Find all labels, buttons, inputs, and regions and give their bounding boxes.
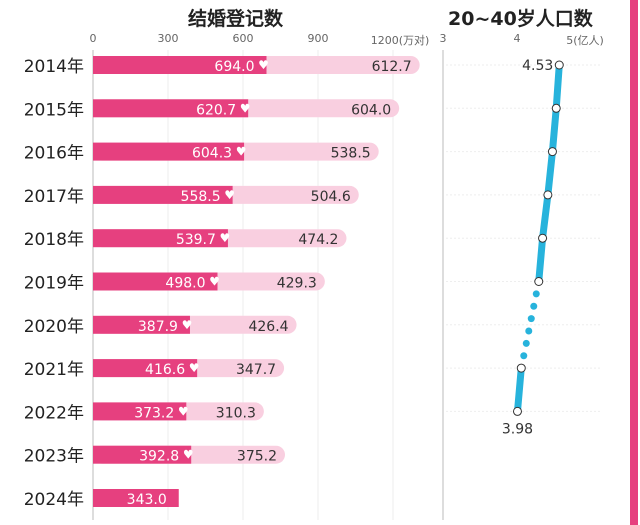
heart-icon: ♥	[220, 231, 231, 245]
data-point	[547, 147, 557, 157]
category-label: 2023年	[24, 447, 84, 467]
data-label: 474.2	[298, 232, 338, 248]
data-label: 416.6	[145, 362, 185, 378]
heart-icon: ♥	[224, 188, 235, 202]
heart-icon: ♥	[178, 404, 189, 418]
dotted-segment	[520, 352, 528, 360]
data-label: 694.0	[214, 59, 254, 75]
dotted-segment	[525, 327, 533, 335]
x-tick: 3	[439, 32, 447, 45]
line-segment	[535, 234, 547, 285]
bar-segment-first	[93, 315, 190, 334]
x-tick: 900	[307, 32, 329, 45]
data-label: 539.7	[176, 232, 216, 248]
line-segment	[513, 364, 525, 415]
x-tick: 1200(万对)	[370, 34, 430, 47]
data-label: 604.0	[351, 102, 391, 118]
data-point	[512, 406, 522, 416]
bar-chart-title: 结婚登记数	[188, 8, 284, 30]
data-label: 504.6	[311, 189, 351, 205]
category-label: 2015年	[24, 100, 84, 120]
dotted-segment	[530, 302, 538, 310]
data-label: 373.2	[134, 405, 174, 421]
data-label: 604.3	[192, 146, 232, 162]
data-point	[554, 60, 564, 70]
bar-segment-first	[93, 402, 187, 421]
bar-segment-first	[93, 359, 198, 378]
data-label: 498.0	[165, 276, 205, 292]
data-label: 538.5	[331, 146, 371, 162]
category-label: 2022年	[24, 403, 84, 423]
bar-segment-first	[93, 99, 249, 118]
x-tick: 5(亿人)	[566, 34, 604, 47]
data-point	[534, 277, 544, 286]
category-label: 2020年	[24, 317, 84, 337]
category-label: 2024年	[24, 490, 84, 510]
category-label: 2018年	[24, 230, 84, 250]
data-label: 387.9	[138, 319, 178, 335]
heart-icon: ♥	[183, 448, 194, 462]
x-tick: 300	[157, 32, 179, 45]
bar-segment-first	[93, 229, 228, 248]
heart-icon: ♥	[209, 275, 220, 289]
line-chart-title: 20~40岁人口数	[448, 8, 593, 30]
data-point	[543, 190, 553, 200]
data-label: 620.7	[196, 102, 236, 118]
category-label: 2021年	[24, 360, 84, 380]
bar-segment-first	[93, 142, 245, 161]
x-tick: 4	[513, 32, 521, 45]
data-label: 558.5	[181, 189, 221, 205]
data-point	[551, 103, 561, 113]
category-label: 2016年	[24, 144, 84, 164]
dotted-segment	[527, 315, 535, 323]
heart-icon: ♥	[236, 145, 247, 159]
bar-segment-first	[93, 185, 233, 204]
bar-segment-first	[93, 489, 179, 507]
data-label: 347.7	[236, 362, 276, 378]
heart-icon: ♥	[189, 361, 200, 375]
category-label: 2019年	[24, 274, 84, 294]
data-point	[538, 233, 548, 243]
heart-icon: ♥	[240, 101, 251, 115]
dotted-segment	[522, 339, 530, 347]
line-segment	[539, 191, 552, 242]
x-tick: 0	[89, 32, 97, 45]
data-label: 343.0	[127, 492, 167, 508]
data-label: 375.2	[237, 449, 277, 465]
line-segment	[544, 148, 556, 199]
bar-segment-first	[93, 56, 267, 74]
line-segment	[552, 61, 563, 112]
bar-segment-first	[93, 272, 218, 291]
right-border	[630, 0, 638, 525]
data-label: 310.3	[216, 405, 256, 421]
category-label: 2017年	[24, 187, 84, 207]
heart-icon: ♥	[182, 318, 193, 332]
data-label: 426.4	[248, 319, 288, 335]
data-label: 4.53	[522, 58, 553, 74]
data-label: 612.7	[372, 59, 412, 75]
data-label: 392.8	[139, 449, 179, 465]
category-label: 2014年	[24, 57, 84, 77]
x-tick: 600	[232, 32, 254, 45]
data-label: 3.98	[502, 421, 533, 437]
data-label: 429.3	[277, 276, 317, 292]
bar-segment-first	[93, 445, 192, 464]
heart-icon: ♥	[258, 58, 269, 72]
data-point	[516, 363, 526, 373]
line-segment	[548, 104, 560, 156]
dotted-segment	[532, 290, 540, 298]
